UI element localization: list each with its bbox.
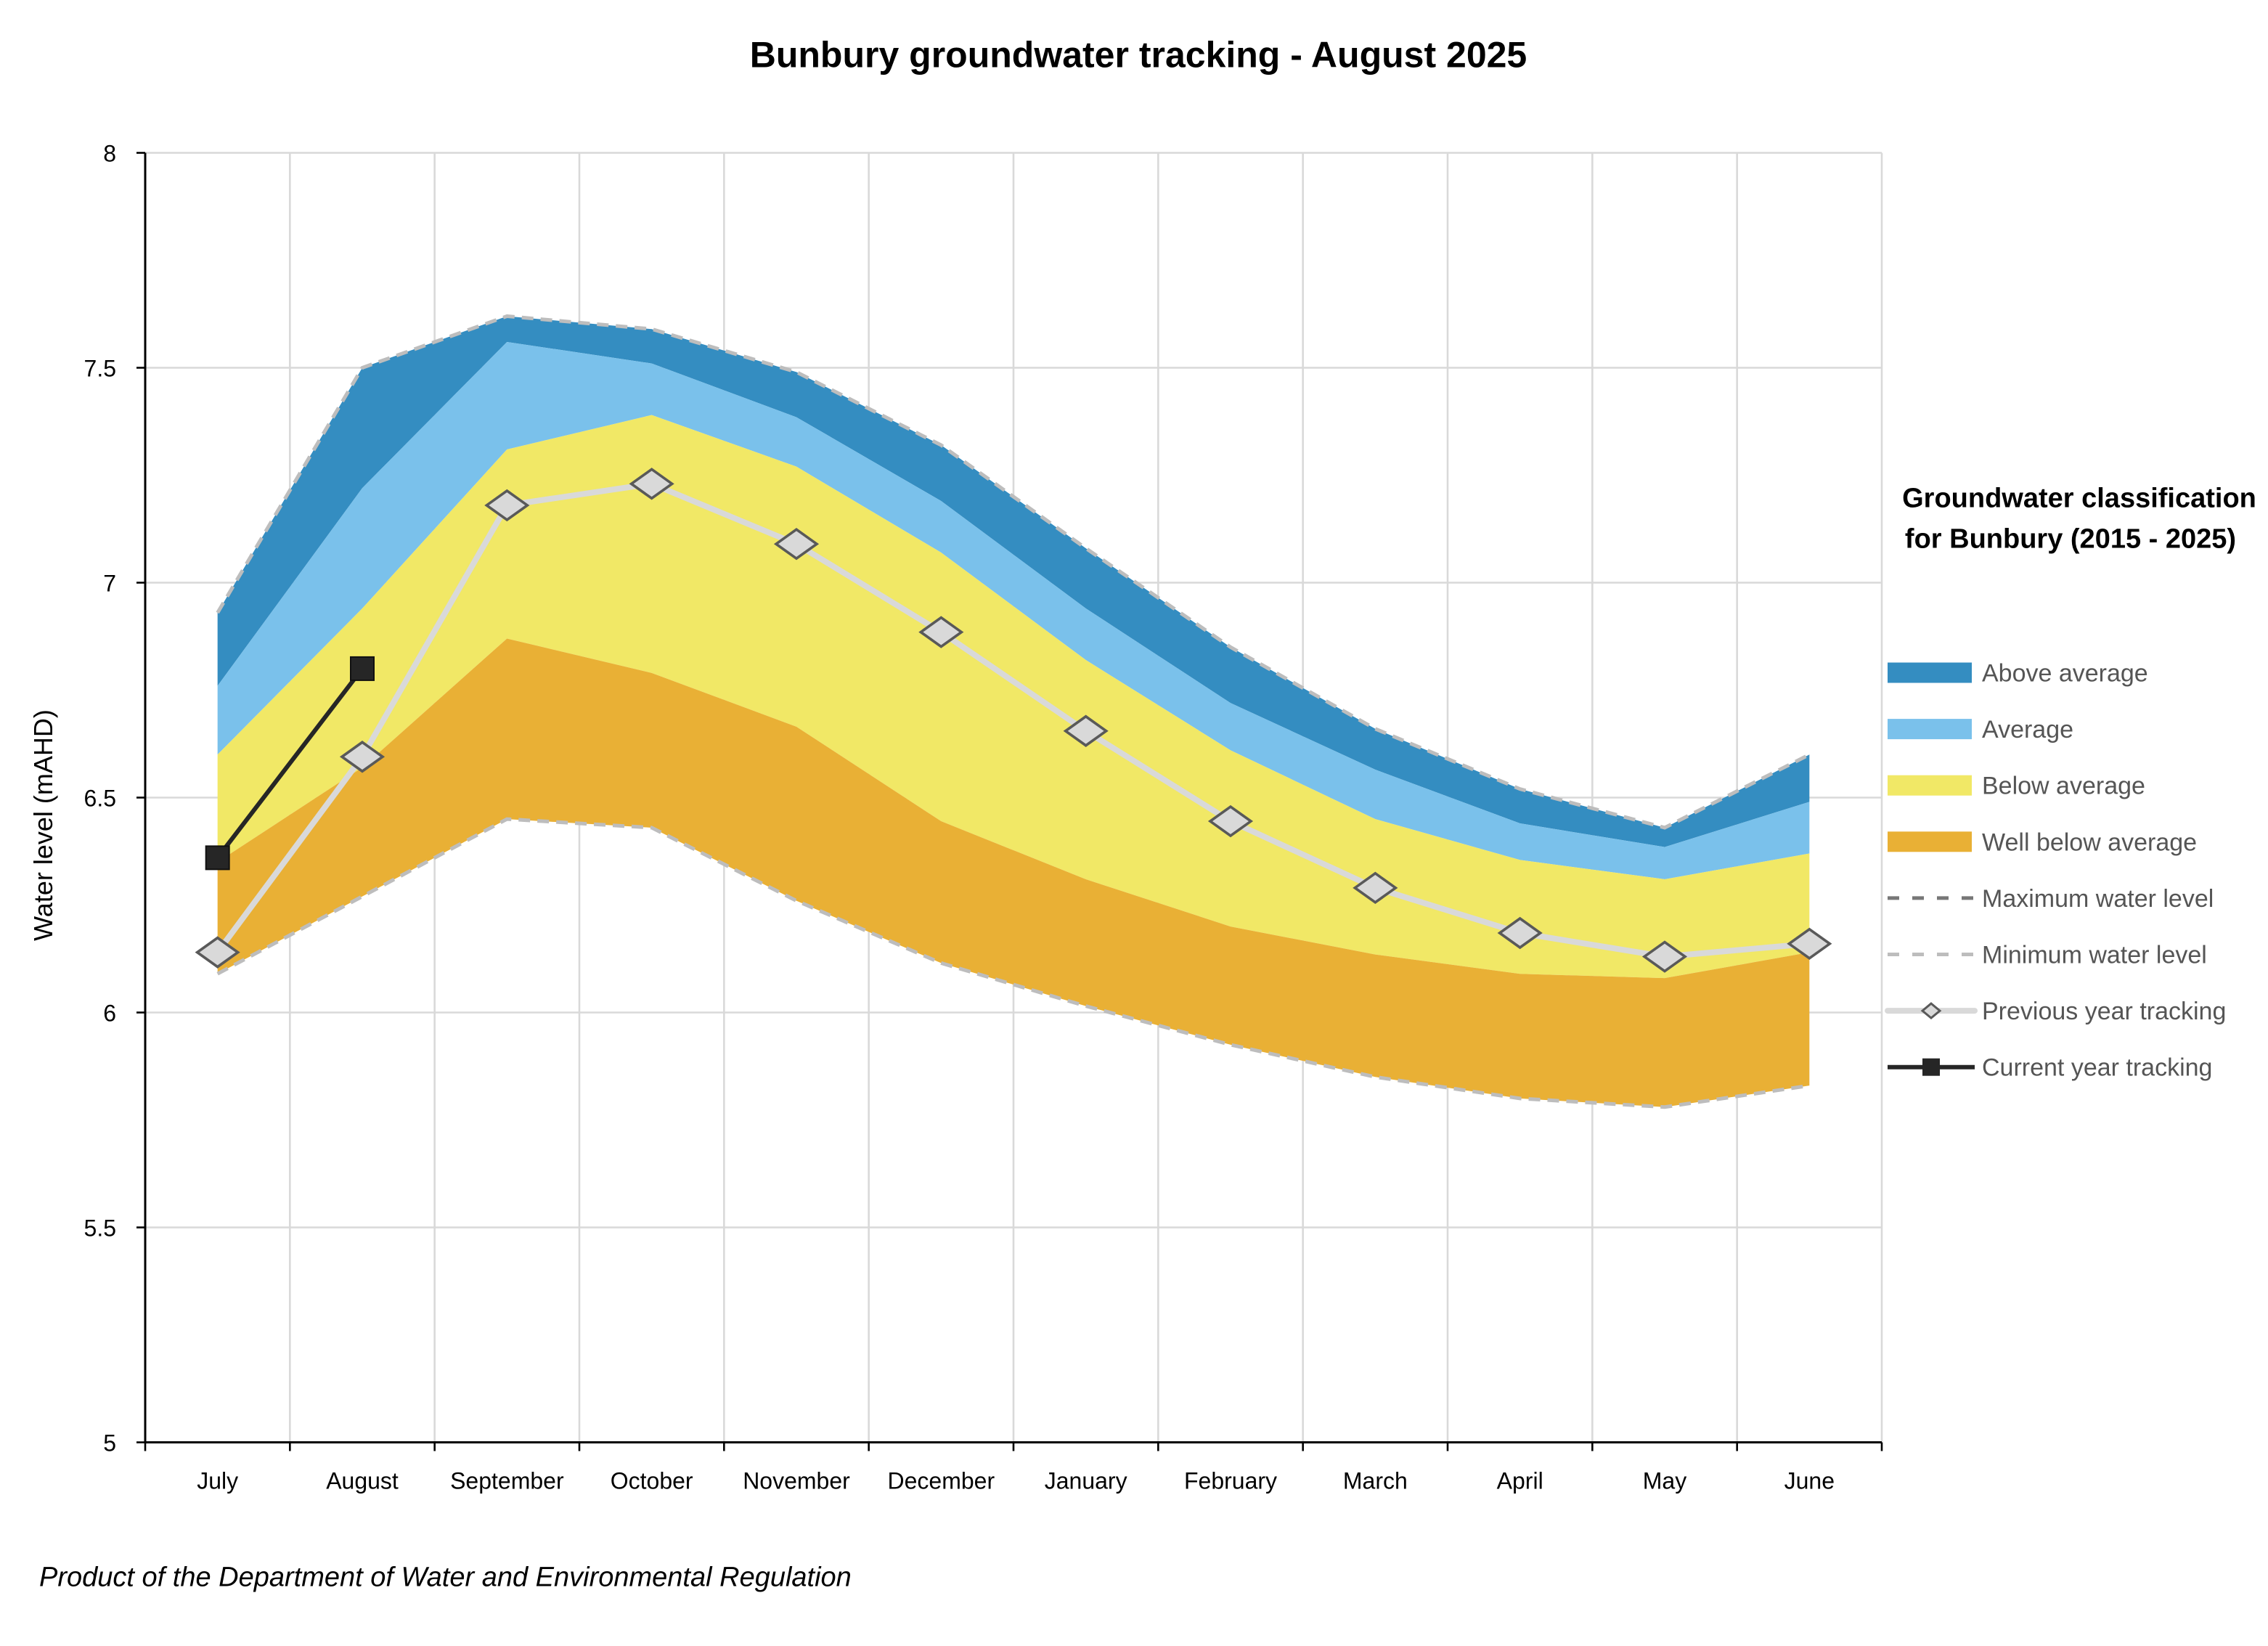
x-tick-label: November — [743, 1468, 850, 1494]
previous-year-tracking-marker — [1497, 916, 1543, 950]
legend-swatch-average — [1888, 719, 1972, 740]
legend-label-below-average: Below average — [1982, 773, 2145, 800]
y-axis-label: Water level (mAHD) — [28, 709, 58, 941]
y-tick-label: 7 — [103, 571, 116, 597]
legend-diamond-icon — [1920, 1002, 1942, 1020]
legend-square-icon — [1922, 1058, 1940, 1076]
band-above-average — [217, 316, 1810, 847]
legend-label-previous-year-tracking: Previous year tracking — [1982, 998, 2226, 1025]
x-tick-label: February — [1184, 1468, 1277, 1494]
footer-credit: Product of the Department of Water and E… — [39, 1563, 852, 1593]
x-tick-label: December — [888, 1468, 995, 1494]
legend-label-current-year-tracking: Current year tracking — [1982, 1054, 2212, 1082]
x-tick-label: March — [1343, 1468, 1408, 1494]
previous-year-tracking-marker — [629, 468, 674, 500]
legend-label-average: Average — [1982, 716, 2073, 743]
band-below-average — [217, 415, 1810, 979]
legend-label-well-below-average: Well below average — [1982, 828, 2197, 856]
legend-label-above-average: Above average — [1982, 660, 2148, 688]
y-tick-label: 7.5 — [84, 356, 116, 382]
x-tick-label: June — [1784, 1468, 1835, 1494]
previous-year-tracking-marker — [339, 741, 386, 773]
previous-year-tracking-marker — [1063, 714, 1109, 747]
y-tick-label: 6.5 — [84, 786, 116, 812]
legend: Groundwater classification for Bunbury (… — [1885, 484, 2256, 1082]
legend-swatch-below-average — [1888, 775, 1972, 796]
x-tick-label: January — [1045, 1468, 1127, 1494]
current-year-tracking-marker — [350, 656, 375, 681]
chart-title: Bunbury groundwater tracking - August 20… — [750, 35, 1527, 76]
x-tick-label: July — [197, 1468, 238, 1494]
legend-title-line2: for Bunbury (2015 - 2025) — [1905, 524, 2236, 555]
x-tick-label: September — [450, 1468, 564, 1494]
y-tick-label: 8 — [103, 141, 116, 167]
band-well-below-average — [217, 638, 1810, 1107]
previous-year-tracking-line — [215, 481, 1810, 960]
x-tick-label: August — [326, 1468, 399, 1494]
y-tick-label: 5.5 — [84, 1215, 116, 1242]
classification-bands — [217, 316, 1810, 1107]
current-year-tracking-line — [216, 667, 364, 860]
legend-title-line1: Groundwater classification — [1902, 484, 2256, 514]
previous-year-tracking-marker — [773, 528, 820, 561]
previous-year-tracking-marker — [195, 936, 240, 969]
x-tick-label: May — [1643, 1468, 1686, 1494]
previous-year-tracking-marker — [918, 616, 964, 648]
legend-label-minimum-water-level: Minimum water level — [1982, 942, 2207, 969]
previous-year-tracking-marker — [1641, 940, 1688, 973]
previous-year-tracking-marker — [484, 489, 530, 522]
x-tick-label: October — [611, 1468, 693, 1494]
legend-swatch-above-average — [1888, 662, 1972, 683]
previous-year-tracking-marker — [1207, 804, 1254, 838]
y-tick-label: 6 — [103, 1001, 116, 1027]
x-tick-label: April — [1497, 1468, 1543, 1494]
legend-label-maximum-water-level: Maximum water level — [1982, 885, 2214, 913]
previous-year-tracking-marker — [1353, 871, 1398, 905]
y-tick-label: 5 — [103, 1430, 116, 1456]
legend-swatch-well-below-average — [1888, 831, 1972, 852]
current-year-tracking-marker — [205, 845, 230, 871]
axes: 5 5.5 6 6.5 7 7.5 8 July August September October N… — [84, 141, 1883, 1494]
series-lines — [195, 314, 1832, 1109]
minimum-water-level-line — [216, 817, 1810, 1109]
previous-year-tracking-marker — [1787, 927, 1832, 960]
maximum-water-level-line — [216, 314, 1811, 830]
